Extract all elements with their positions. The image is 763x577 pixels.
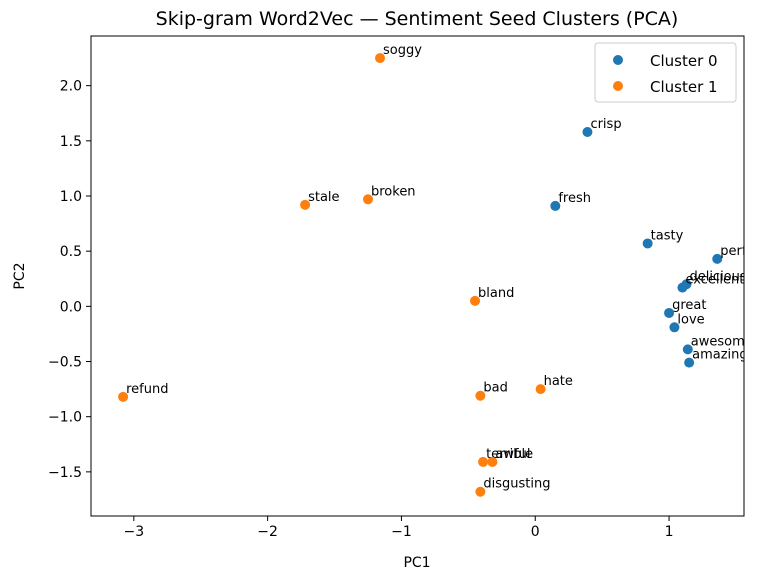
x-tick-label: 1 <box>665 524 674 540</box>
y-tick-label: 0.5 <box>60 244 82 260</box>
point-label: amazing <box>692 348 748 363</box>
x-axis-label: PC1 <box>403 555 430 571</box>
y-tick-label: −1.0 <box>48 410 82 426</box>
legend-box <box>594 42 737 103</box>
point-label: refund <box>126 382 168 397</box>
data-point <box>669 322 680 333</box>
data-point <box>375 53 386 64</box>
point-label: fresh <box>558 191 591 206</box>
point-label: bad <box>483 381 507 396</box>
legend-marker <box>613 81 623 91</box>
y-tick-label: 1.0 <box>60 189 82 205</box>
point-label: stale <box>308 190 339 205</box>
data-point <box>682 344 693 355</box>
x-tick-label: −2 <box>257 524 278 540</box>
data-point <box>118 391 129 402</box>
legend-label: Cluster 1 <box>650 78 718 96</box>
legend-marker <box>613 55 623 65</box>
data-point <box>478 456 489 467</box>
point-label: awful <box>495 447 530 462</box>
data-point <box>300 199 311 210</box>
point-label: bland <box>478 286 514 301</box>
point-label: excellent <box>685 273 744 288</box>
data-point <box>684 357 695 368</box>
legend-label: Cluster 0 <box>650 52 718 70</box>
y-axis-label: PC2 <box>12 262 28 289</box>
data-point <box>642 238 653 249</box>
data-point <box>475 390 486 401</box>
data-point <box>712 253 723 264</box>
point-label: soggy <box>383 43 422 58</box>
data-point <box>535 384 546 395</box>
y-tick-label: 2.0 <box>60 79 82 95</box>
legend: Cluster 0 Cluster 1 <box>594 42 737 103</box>
point-label: tasty <box>651 228 684 243</box>
y-tick-label: −1.5 <box>48 465 82 481</box>
point-label: broken <box>371 184 416 199</box>
plot-frame <box>90 35 745 517</box>
data-point <box>362 194 373 205</box>
y-tick-label: 0.0 <box>60 299 82 315</box>
point-label: awesome <box>691 334 753 349</box>
point-label: terrible <box>486 447 533 462</box>
point-label: perfect <box>720 244 763 259</box>
x-tick-label: −1 <box>391 524 412 540</box>
y-tick-label: 1.5 <box>60 134 82 150</box>
plot-area: −3 −2 −1 0 1 −1.5 −1.0 −0.5 0.0 0.5 1.0 1.5 2.0 crisp… <box>48 35 763 540</box>
point-label: disgusting <box>483 477 550 492</box>
point-label: hate <box>544 374 573 389</box>
data-point <box>550 200 561 211</box>
x-tick-label: 0 <box>531 524 540 540</box>
data-point <box>582 127 593 137</box>
y-tick-label: −0.5 <box>48 355 82 371</box>
data-point <box>475 486 486 497</box>
data-point <box>677 282 688 293</box>
data-point <box>470 295 481 306</box>
x-tick-label: −3 <box>123 524 144 540</box>
data-point <box>487 456 498 467</box>
chart-title: Skip-gram Word2Vec — Sentiment Seed Clus… <box>156 8 679 30</box>
point-label: crisp <box>590 117 621 132</box>
data-points: crisp fresh tasty perfect deliciousexcellent… <box>118 43 763 497</box>
point-label: love <box>677 312 704 327</box>
point-label: delicious <box>689 269 746 284</box>
point-label: great <box>672 298 706 313</box>
data-point <box>664 307 675 318</box>
